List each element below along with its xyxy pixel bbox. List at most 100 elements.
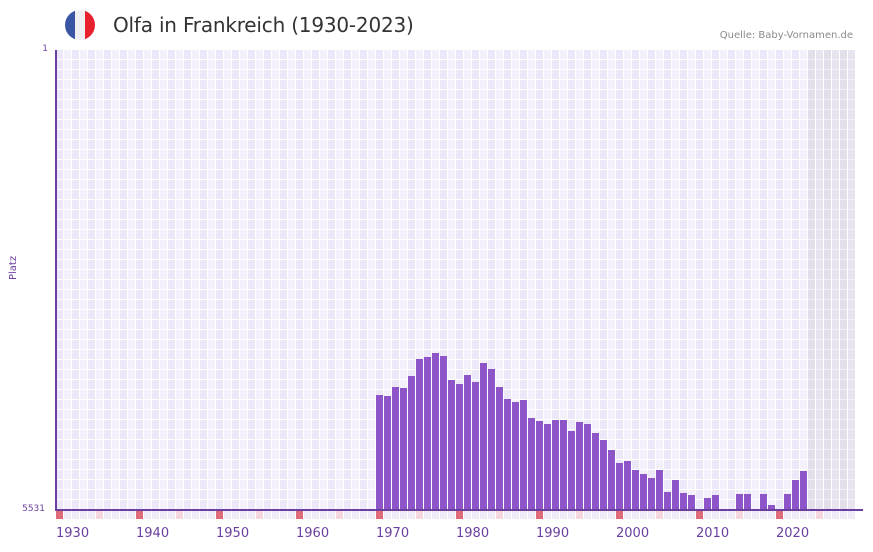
rank-bar[interactable] xyxy=(672,479,679,510)
rank-bar[interactable] xyxy=(784,494,791,510)
rank-bar[interactable] xyxy=(624,461,631,510)
plot-area xyxy=(55,50,863,510)
rank-bar[interactable] xyxy=(480,363,487,510)
rank-bar[interactable] xyxy=(680,493,687,510)
year-marker xyxy=(352,511,359,519)
year-marker xyxy=(432,511,439,519)
x-tick-label: 1950 xyxy=(216,526,250,541)
year-column xyxy=(600,50,608,510)
rank-bar[interactable] xyxy=(800,471,807,510)
rank-bar[interactable] xyxy=(744,494,751,510)
year-column xyxy=(336,50,344,510)
year-column xyxy=(192,50,200,510)
year-column xyxy=(704,50,712,510)
year-column xyxy=(472,50,480,510)
year-column xyxy=(400,50,408,510)
year-column xyxy=(160,50,168,510)
rank-bar[interactable] xyxy=(768,505,775,510)
rank-bar[interactable] xyxy=(664,492,671,510)
year-marker xyxy=(416,511,423,519)
rank-bar[interactable] xyxy=(376,395,383,510)
rank-bar[interactable] xyxy=(456,383,463,510)
rank-bar[interactable] xyxy=(440,356,447,510)
rank-bar[interactable] xyxy=(648,477,655,510)
year-marker xyxy=(552,511,559,519)
year-column xyxy=(744,50,752,510)
rank-bar[interactable] xyxy=(536,421,543,510)
year-column xyxy=(816,50,824,510)
year-column xyxy=(72,50,80,510)
rank-bar[interactable] xyxy=(408,376,415,510)
rank-bar[interactable] xyxy=(384,396,391,510)
rank-bar[interactable] xyxy=(568,430,575,510)
rank-bar[interactable] xyxy=(600,439,607,510)
year-column xyxy=(216,50,224,510)
year-marker xyxy=(824,511,831,519)
rank-bar[interactable] xyxy=(496,387,503,510)
year-column xyxy=(824,50,832,510)
year-column xyxy=(680,50,688,510)
year-marker xyxy=(520,511,527,519)
rank-bar[interactable] xyxy=(488,369,495,510)
year-marker xyxy=(128,511,135,519)
x-tick-label: 1960 xyxy=(296,526,330,541)
year-column xyxy=(752,50,760,510)
year-column xyxy=(584,50,592,510)
year-marker xyxy=(568,511,575,519)
x-tick-label: 1930 xyxy=(56,526,90,541)
rank-bar[interactable] xyxy=(576,422,583,510)
year-marker xyxy=(344,511,351,519)
year-marker xyxy=(144,511,151,519)
rank-bar[interactable] xyxy=(584,424,591,510)
rank-bar[interactable] xyxy=(512,402,519,510)
year-marker xyxy=(408,511,415,519)
rank-bar[interactable] xyxy=(464,375,471,510)
year-marker xyxy=(96,511,103,519)
year-column xyxy=(568,50,576,510)
rank-bar[interactable] xyxy=(552,420,559,510)
rank-bar[interactable] xyxy=(656,470,663,510)
rank-bar[interactable] xyxy=(520,400,527,510)
rank-bar[interactable] xyxy=(704,498,711,510)
year-column xyxy=(688,50,696,510)
year-marker xyxy=(56,511,63,519)
year-column xyxy=(248,50,256,510)
rank-bar[interactable] xyxy=(736,494,743,510)
rank-bar[interactable] xyxy=(608,450,615,510)
year-marker xyxy=(808,511,815,519)
year-marker xyxy=(88,511,95,519)
year-marker xyxy=(184,511,191,519)
rank-bar[interactable] xyxy=(792,479,799,510)
rank-bar[interactable] xyxy=(448,380,455,510)
year-marker-row xyxy=(55,511,863,519)
x-tick-label: 2010 xyxy=(696,526,730,541)
year-column xyxy=(328,50,336,510)
rank-bar[interactable] xyxy=(504,399,511,510)
rank-bar[interactable] xyxy=(632,470,639,510)
year-marker xyxy=(504,511,511,519)
rank-bar[interactable] xyxy=(392,387,399,510)
year-marker xyxy=(592,511,599,519)
rank-bar[interactable] xyxy=(640,473,647,510)
rank-bar[interactable] xyxy=(616,463,623,510)
rank-bar[interactable] xyxy=(432,353,439,510)
year-column xyxy=(368,50,376,510)
year-column xyxy=(312,50,320,510)
rank-bar[interactable] xyxy=(424,357,431,510)
rank-bar[interactable] xyxy=(712,495,719,510)
rank-bar[interactable] xyxy=(560,420,567,510)
rank-bar[interactable] xyxy=(472,381,479,510)
rank-bar[interactable] xyxy=(416,359,423,510)
rank-bar[interactable] xyxy=(528,418,535,510)
year-column xyxy=(256,50,264,510)
rank-bar[interactable] xyxy=(400,388,407,510)
rank-bar[interactable] xyxy=(544,424,551,510)
year-column xyxy=(88,50,96,510)
year-column xyxy=(208,50,216,510)
year-marker xyxy=(832,511,839,519)
rank-bar[interactable] xyxy=(760,494,767,510)
rank-bar[interactable] xyxy=(592,432,599,510)
year-marker xyxy=(528,511,535,519)
rank-bar[interactable] xyxy=(688,495,695,510)
year-marker xyxy=(224,511,231,519)
